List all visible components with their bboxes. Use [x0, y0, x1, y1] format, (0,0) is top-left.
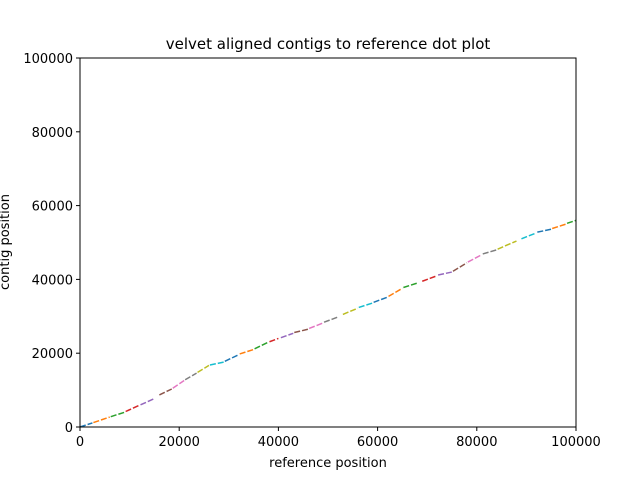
contig-alignment-segment [521, 232, 537, 240]
series-layer [79, 219, 577, 428]
contig-alignment-segment [197, 364, 210, 374]
x-tick-label: 20000 [159, 435, 200, 450]
y-tick-label: 60000 [32, 200, 73, 215]
contig-alignment-segment [294, 328, 309, 334]
contig-alignment-segment [308, 322, 324, 330]
y-tick-label: 40000 [32, 273, 73, 288]
contig-alignment-segment [467, 254, 483, 263]
contig-alignment-segment [140, 397, 155, 406]
contig-alignment-segment [224, 354, 240, 362]
contig-alignment-segment [323, 316, 339, 323]
contig-alignment-segment [254, 341, 269, 350]
contig-alignment-segment [269, 337, 279, 343]
contig-alignment-segment [482, 249, 497, 255]
chart-title: velvet aligned contigs to reference dot … [166, 35, 491, 53]
y-tick-label: 0 [65, 421, 73, 436]
x-tick-label: 60000 [357, 435, 398, 450]
contig-alignment-segment [239, 348, 254, 355]
x-axis-label: reference position [269, 456, 387, 471]
contig-alignment-segment [125, 404, 140, 413]
plot-area [79, 57, 577, 428]
contig-alignment-segment [373, 296, 388, 303]
y-tick-label: 20000 [32, 347, 73, 362]
contig-alignment-segment [93, 416, 111, 424]
contig-alignment-segment [403, 282, 418, 289]
contig-alignment-segment [209, 361, 224, 366]
contig-alignment-segment [172, 379, 185, 389]
contig-alignment-segment [566, 219, 577, 225]
y-tick-label: 100000 [23, 52, 73, 67]
y-axis-label: contig position [0, 194, 13, 290]
x-axis-ticks: 0 20000 40000 60000 80000 100000 [76, 427, 601, 450]
contig-alignment-segment [110, 411, 125, 418]
contig-alignment-segment [551, 223, 567, 230]
contig-alignment-segment [280, 332, 294, 339]
x-tick-label: 40000 [258, 435, 299, 450]
contig-alignment-segment [537, 228, 552, 233]
x-tick-label: 80000 [456, 435, 497, 450]
y-axis-ticks: 0 20000 40000 60000 80000 100000 [23, 52, 80, 436]
contig-alignment-segment [388, 287, 403, 298]
contig-alignment-segment [342, 307, 359, 316]
contig-alignment-segment [358, 302, 373, 309]
contig-alignment-segment [184, 372, 197, 381]
x-tick-label: 100000 [551, 435, 601, 450]
plot-frame [79, 57, 577, 428]
x-tick-label: 0 [76, 435, 84, 450]
contig-alignment-segment [497, 240, 517, 250]
contig-alignment-segment [159, 388, 173, 396]
contig-alignment-segment [79, 422, 93, 428]
contig-alignment-segment [437, 271, 453, 276]
y-tick-label: 80000 [32, 126, 73, 141]
contig-alignment-segment [421, 275, 438, 282]
contig-alignment-segment [452, 262, 468, 272]
